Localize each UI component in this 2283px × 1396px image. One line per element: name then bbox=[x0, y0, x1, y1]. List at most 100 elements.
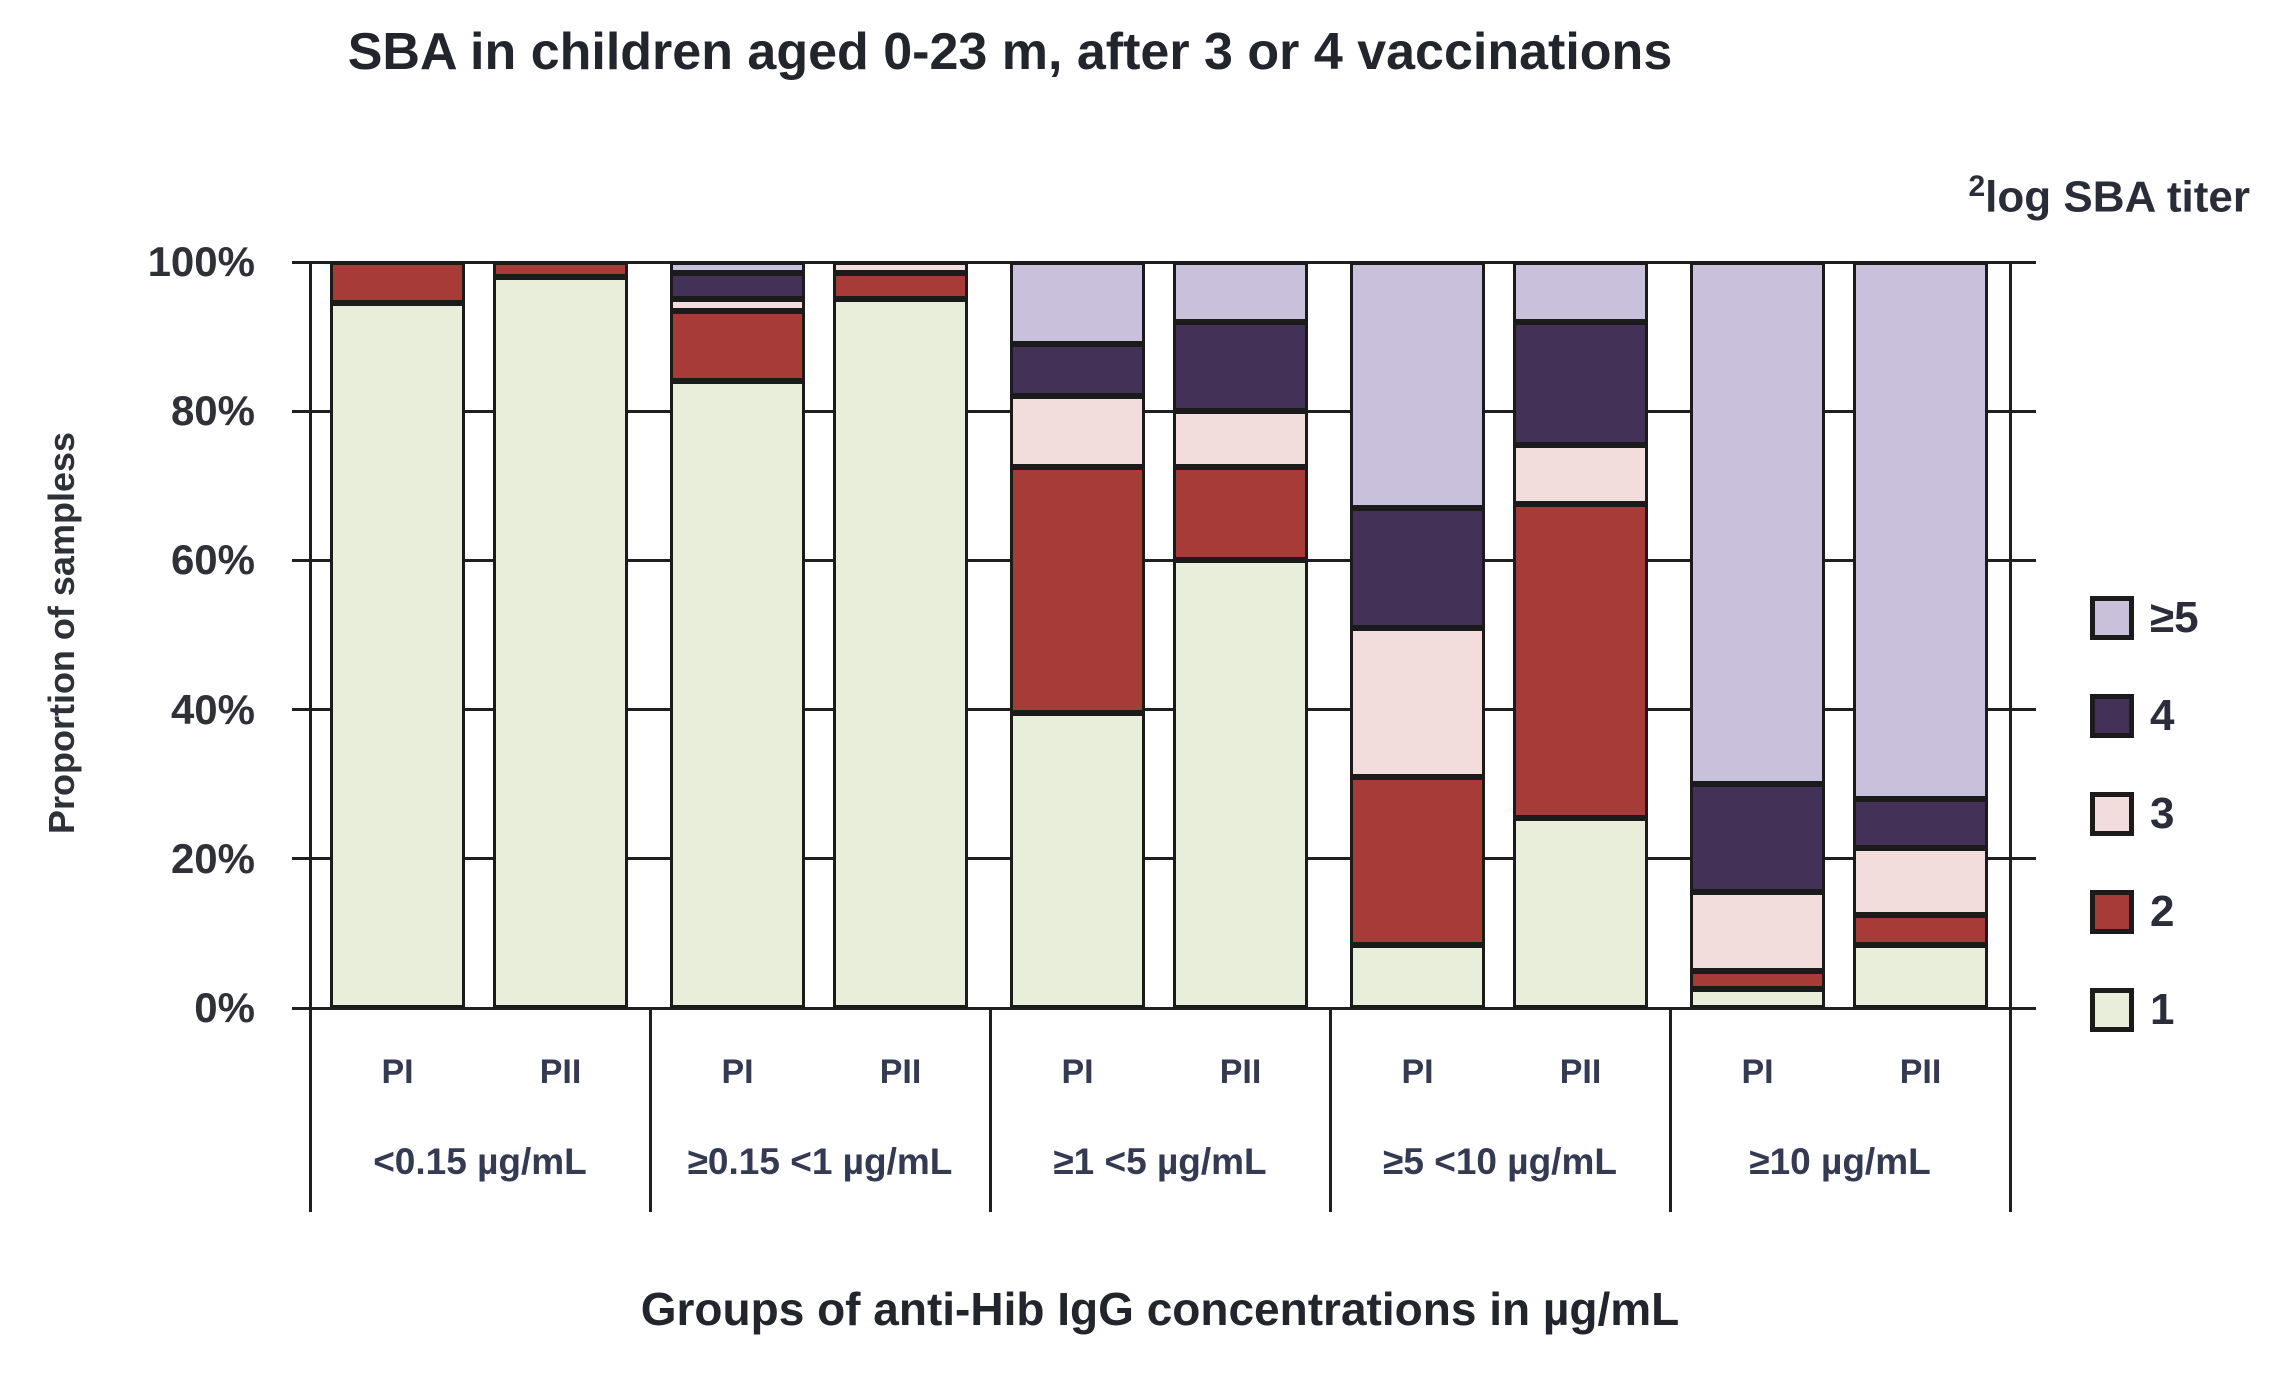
gridline bbox=[310, 857, 2010, 861]
y-tick-label: 20% bbox=[170, 834, 255, 882]
bar-label-pii: PII bbox=[1899, 1053, 1942, 1091]
bar-segment-s3 bbox=[1350, 627, 1485, 777]
legend-title-text: log SBA titer bbox=[1985, 172, 2250, 222]
group-label: ≥10 µg/mL bbox=[1749, 1141, 1931, 1182]
bar-segment-s3 bbox=[1513, 444, 1648, 505]
bar-segment-s2 bbox=[493, 262, 628, 277]
stacked-bar-pii bbox=[1853, 262, 1988, 1008]
group-separator bbox=[1328, 1008, 1332, 1212]
bar-segment-s2 bbox=[670, 310, 805, 382]
bar-segment-s1 bbox=[833, 299, 968, 1008]
legend-swatch-s5 bbox=[2090, 596, 2134, 640]
bar-segment-s5 bbox=[1513, 262, 1648, 322]
group-separator bbox=[1668, 1008, 1672, 1212]
bar-segment-s2 bbox=[1853, 914, 1988, 945]
y-tick-label: 0% bbox=[194, 984, 255, 1031]
y-axis-tick-right bbox=[2010, 857, 2036, 861]
y-tick-label: 80% bbox=[170, 387, 255, 435]
bar-segment-s5 bbox=[1010, 262, 1145, 345]
bar-label-pi: PI bbox=[1401, 1053, 1434, 1091]
y-tick-label: 40% bbox=[170, 685, 255, 733]
stacked-bar-pi bbox=[1010, 262, 1145, 1008]
legend-label-s3: 3 bbox=[2150, 789, 2175, 838]
bar-segment-s2 bbox=[1173, 467, 1308, 561]
bar-segment-s2 bbox=[1350, 776, 1485, 945]
bar-segment-s4 bbox=[1690, 784, 1825, 893]
bar-segment-s2 bbox=[833, 273, 968, 300]
bar-label-pii: PII bbox=[879, 1053, 922, 1091]
stacked-bar-pii bbox=[1513, 262, 1648, 1008]
y-axis-tick-left bbox=[292, 558, 310, 562]
bar-segment-s5 bbox=[670, 262, 805, 274]
y-axis-tick-right bbox=[2010, 708, 2036, 712]
gridline bbox=[310, 409, 2010, 413]
bar-segment-s4 bbox=[1173, 321, 1308, 412]
bar-segment-s2 bbox=[1513, 504, 1648, 818]
bar-label-pii: PII bbox=[539, 1053, 582, 1091]
bar-segment-s4 bbox=[1853, 799, 1988, 848]
bar-label-pi: PI bbox=[1061, 1053, 1094, 1091]
bar-segment-s3 bbox=[1690, 892, 1825, 971]
bar-segment-s5 bbox=[1690, 262, 1825, 785]
y-axis-tick-left bbox=[292, 857, 310, 861]
stacked-bar-pi bbox=[1690, 262, 1825, 1008]
y-tick-label: 60% bbox=[170, 536, 255, 584]
legend-item-s5: ≥5 bbox=[2090, 596, 2199, 640]
bar-segment-s1 bbox=[1853, 944, 1988, 1008]
y-axis-line bbox=[308, 262, 312, 1212]
y-tick-label: 100% bbox=[147, 238, 255, 285]
legend-swatch-s1 bbox=[2090, 988, 2134, 1032]
bar-label-pi: PI bbox=[1741, 1053, 1774, 1091]
bar-segment-s1 bbox=[1010, 713, 1145, 1008]
legend-item-s1: 1 bbox=[2090, 988, 2199, 1032]
legend-title: 2log SBA titer bbox=[1800, 170, 2250, 223]
stacked-bar-pii bbox=[833, 262, 968, 1008]
gridline bbox=[310, 558, 2010, 562]
bar-segment-s1 bbox=[1513, 817, 1648, 1008]
group-label: ≥1 <5 µg/mL bbox=[1053, 1141, 1267, 1182]
y-axis-tick-left bbox=[292, 409, 310, 413]
bar-segment-s5 bbox=[1853, 262, 1988, 800]
y-axis-tick-right bbox=[2010, 409, 2036, 413]
bar-segment-s1 bbox=[1350, 944, 1485, 1008]
bar-segment-s4 bbox=[1350, 508, 1485, 628]
legend-label-s2: 2 bbox=[2150, 887, 2175, 936]
bar-label-pii: PII bbox=[1559, 1053, 1602, 1091]
bar-segment-s1 bbox=[1690, 989, 1825, 1008]
stacked-bar-pii bbox=[493, 262, 628, 1008]
bar-segment-s3 bbox=[1173, 411, 1308, 468]
legend-swatch-s3 bbox=[2090, 792, 2134, 836]
legend-item-s2: 2 bbox=[2090, 890, 2199, 934]
bar-segment-s3 bbox=[833, 262, 968, 274]
bar-segment-s5 bbox=[1350, 262, 1485, 509]
gridline bbox=[310, 1006, 2010, 1010]
bar-segment-s1 bbox=[1173, 560, 1308, 1008]
group-separator bbox=[988, 1008, 992, 1212]
bar-segment-s2 bbox=[1010, 467, 1145, 714]
y-axis-tick-right bbox=[2010, 558, 2036, 562]
y-axis-tick-left bbox=[292, 1006, 310, 1010]
group-label: <0.15 µg/mL bbox=[373, 1141, 587, 1182]
legend-label-s1: 1 bbox=[2150, 985, 2175, 1034]
bar-segment-s1 bbox=[670, 381, 805, 1008]
y-axis-tick-left bbox=[292, 708, 310, 712]
group-label: ≥5 <10 µg/mL bbox=[1383, 1141, 1617, 1182]
y-axis-tick-right bbox=[2010, 1006, 2036, 1010]
y-axis-title: Proportion of sampless bbox=[41, 431, 82, 835]
stacked-bar-pi bbox=[1350, 262, 1485, 1008]
bar-segment-s3 bbox=[1010, 396, 1145, 468]
y-axis-tick-left bbox=[292, 260, 310, 264]
legend-swatch-s4 bbox=[2090, 694, 2134, 738]
legend-item-s3: 3 bbox=[2090, 792, 2199, 836]
group-separator bbox=[648, 1008, 652, 1212]
bar-label-pi: PI bbox=[381, 1053, 414, 1091]
stacked-bar-pii bbox=[1173, 262, 1308, 1008]
bar-segment-s4 bbox=[1010, 344, 1145, 397]
bar-segment-s2 bbox=[330, 262, 465, 304]
bar-segment-s3 bbox=[1853, 847, 1988, 915]
bar-label-pii: PII bbox=[1219, 1053, 1262, 1091]
bar-segment-s5 bbox=[1173, 262, 1308, 322]
bar-label-pi: PI bbox=[721, 1053, 754, 1091]
bar-segment-s2 bbox=[1690, 970, 1825, 990]
